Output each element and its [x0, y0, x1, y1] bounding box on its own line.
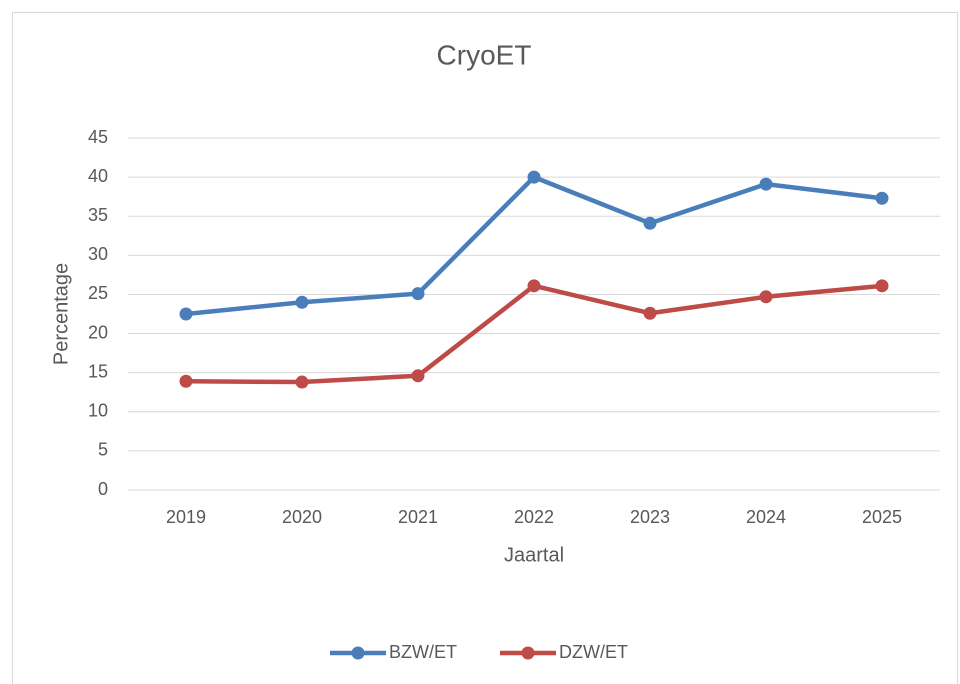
y-tick-label: 10 [88, 401, 108, 421]
x-tick-label: 2022 [514, 507, 554, 527]
chart-frame [12, 12, 958, 684]
chart-title: CryoET [437, 39, 532, 70]
y-tick-label: 0 [98, 479, 108, 499]
legend-marker [351, 646, 365, 660]
x-axis-label: Jaartal [504, 544, 564, 566]
data-point [759, 290, 773, 304]
data-point [295, 295, 309, 309]
legend-label: BZW/ET [389, 642, 457, 662]
data-point [411, 369, 425, 383]
x-tick-label: 2021 [398, 507, 438, 527]
x-tick-label: 2024 [746, 507, 786, 527]
legend-marker [521, 646, 535, 660]
data-point [527, 170, 541, 184]
y-tick-label: 5 [98, 440, 108, 460]
legend-label: DZW/ET [559, 642, 628, 662]
y-tick-label: 30 [88, 244, 108, 264]
y-tick-label: 45 [88, 127, 108, 147]
x-tick-label: 2019 [166, 507, 206, 527]
data-point [527, 279, 541, 293]
data-point [643, 306, 657, 320]
y-tick-label: 40 [88, 166, 108, 186]
data-point [643, 216, 657, 230]
x-tick-label: 2020 [282, 507, 322, 527]
x-tick-label: 2025 [862, 507, 902, 527]
data-point [875, 279, 889, 293]
y-tick-label: 25 [88, 283, 108, 303]
y-tick-label: 35 [88, 205, 108, 225]
data-point [179, 374, 193, 388]
data-point [411, 287, 425, 301]
data-point [759, 177, 773, 191]
data-point [179, 307, 193, 321]
data-point [295, 375, 309, 389]
y-axis-label: Percentage [50, 263, 72, 365]
data-point [875, 191, 889, 205]
x-tick-label: 2023 [630, 507, 670, 527]
y-tick-label: 20 [88, 322, 108, 342]
y-tick-label: 15 [88, 361, 108, 381]
